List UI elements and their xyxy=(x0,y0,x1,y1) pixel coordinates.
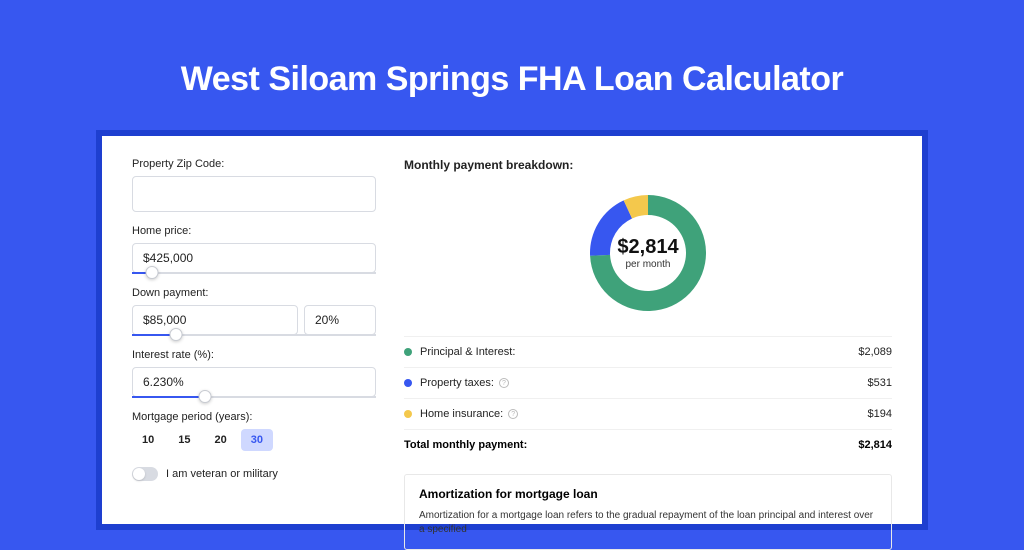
interest-rate-group: Interest rate (%): xyxy=(132,349,376,398)
legend-row: Principal & Interest: $2,089 xyxy=(404,336,892,367)
mortgage-period-group: Mortgage period (years): 10152030 xyxy=(132,411,376,451)
home-price-group: Home price: xyxy=(132,225,376,274)
down-payment-amount-input[interactable] xyxy=(132,305,298,335)
total-value: $2,814 xyxy=(858,439,892,451)
home-price-slider[interactable] xyxy=(132,272,376,274)
breakdown-column: Monthly payment breakdown: $2,814 per mo… xyxy=(404,158,892,502)
down-payment-slider-thumb[interactable] xyxy=(169,328,182,341)
legend-value: $194 xyxy=(868,408,892,420)
period-button-15[interactable]: 15 xyxy=(168,429,200,451)
zip-input[interactable] xyxy=(132,176,376,212)
legend-value: $2,089 xyxy=(858,346,892,358)
interest-rate-slider-thumb[interactable] xyxy=(199,390,212,403)
interest-rate-input[interactable] xyxy=(132,367,376,397)
total-row: Total monthly payment: $2,814 xyxy=(404,429,892,460)
home-price-slider-thumb[interactable] xyxy=(145,266,158,279)
down-payment-group: Down payment: xyxy=(132,287,376,336)
legend-dot xyxy=(404,379,412,387)
info-icon[interactable]: ? xyxy=(508,409,518,419)
legend-label: Property taxes: xyxy=(420,377,494,389)
mortgage-period-label: Mortgage period (years): xyxy=(132,411,376,423)
mortgage-period-row: 10152030 xyxy=(132,429,376,451)
interest-rate-slider[interactable] xyxy=(132,396,376,398)
veteran-toggle[interactable] xyxy=(132,467,158,481)
amortization-text: Amortization for a mortgage loan refers … xyxy=(419,509,877,537)
veteran-toggle-row: I am veteran or military xyxy=(132,467,376,481)
down-payment-percent-input[interactable] xyxy=(304,305,376,335)
form-column: Property Zip Code: Home price: Down paym… xyxy=(132,158,376,502)
legend-row: Property taxes:? $531 xyxy=(404,367,892,398)
legend-dot xyxy=(404,410,412,418)
down-payment-label: Down payment: xyxy=(132,287,376,299)
total-label: Total monthly payment: xyxy=(404,439,527,451)
legend: Principal & Interest: $2,089 Property taxe… xyxy=(404,336,892,429)
calculator-panel-shadow: Property Zip Code: Home price: Down paym… xyxy=(96,130,928,530)
period-button-30[interactable]: 30 xyxy=(241,429,273,451)
page-title: West Siloam Springs FHA Loan Calculator xyxy=(0,0,1024,99)
legend-dot xyxy=(404,348,412,356)
home-price-label: Home price: xyxy=(132,225,376,237)
home-price-input[interactable] xyxy=(132,243,376,273)
down-payment-slider[interactable] xyxy=(132,334,376,336)
zip-group: Property Zip Code: xyxy=(132,158,376,212)
donut-center: $2,814 per month xyxy=(617,236,678,270)
period-button-20[interactable]: 20 xyxy=(205,429,237,451)
legend-label: Principal & Interest: xyxy=(420,346,515,358)
period-button-10[interactable]: 10 xyxy=(132,429,164,451)
donut-sublabel: per month xyxy=(617,259,678,270)
donut-amount: $2,814 xyxy=(617,236,678,259)
legend-row: Home insurance:? $194 xyxy=(404,398,892,429)
legend-label: Home insurance: xyxy=(420,408,503,420)
info-icon[interactable]: ? xyxy=(499,378,509,388)
interest-rate-label: Interest rate (%): xyxy=(132,349,376,361)
toggle-knob xyxy=(133,468,145,480)
veteran-label: I am veteran or military xyxy=(166,468,278,480)
amortization-box: Amortization for mortgage loan Amortizat… xyxy=(404,474,892,550)
calculator-panel: Property Zip Code: Home price: Down paym… xyxy=(102,136,922,524)
zip-label: Property Zip Code: xyxy=(132,158,376,170)
amortization-title: Amortization for mortgage loan xyxy=(419,487,877,501)
breakdown-title: Monthly payment breakdown: xyxy=(404,158,892,172)
donut-chart: $2,814 per month xyxy=(404,184,892,322)
legend-value: $531 xyxy=(868,377,892,389)
